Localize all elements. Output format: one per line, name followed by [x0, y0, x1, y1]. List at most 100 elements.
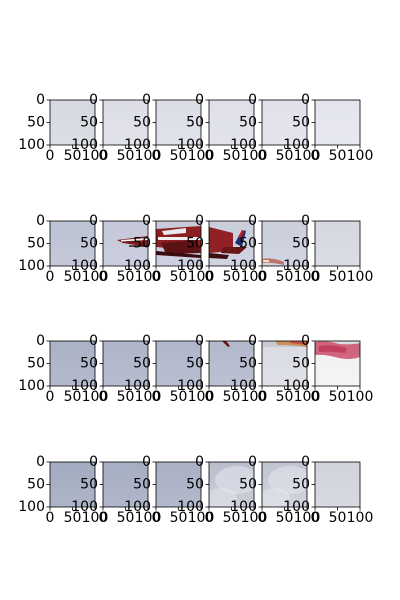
panel-image-fill: [156, 341, 201, 386]
panel-image-fill: [209, 100, 254, 145]
x-tick-label: 0: [205, 148, 214, 164]
y-tick-label: 100: [177, 378, 204, 394]
jet-rear-fuselage: [209, 227, 233, 253]
panel-image-sky: [315, 221, 360, 266]
panel-image-fill: [315, 100, 360, 145]
x-tick-label: 100: [294, 389, 321, 405]
y-tick-label: 0: [89, 454, 98, 470]
smoke-band-red: [290, 341, 307, 345]
y-tick-label: 50: [186, 356, 204, 372]
x-tick-label: 100: [135, 269, 162, 285]
jet-stripe: [121, 238, 148, 242]
x-tick-label: 100: [135, 510, 162, 526]
y-tick-label: 0: [142, 213, 151, 229]
panel-image-fill: [50, 341, 95, 386]
x-tick-label: 50: [276, 148, 294, 164]
x-tick-label: 100: [135, 389, 162, 405]
x-tick-label: 0: [205, 269, 214, 285]
panel-image-fill: [50, 221, 95, 266]
x-tick-label: 0: [205, 510, 214, 526]
panel-image-fill: [50, 100, 95, 145]
y-tick-label: 50: [186, 115, 204, 131]
y-tick-label: 0: [248, 333, 257, 349]
panel-image-cloud: [209, 462, 254, 507]
y-tick-label: 100: [18, 137, 45, 153]
panel-image-fill: [156, 100, 201, 145]
panel-image-sky: [103, 100, 148, 145]
panel-image-fill: [103, 341, 148, 386]
panel-image-sky: [103, 341, 148, 386]
x-tick-label: 0: [46, 389, 55, 405]
x-tick-label: 50: [329, 269, 347, 285]
panel-image-sky: [103, 462, 148, 507]
smoke-white: [262, 347, 307, 386]
y-tick-label: 100: [124, 258, 151, 274]
y-tick-label: 0: [36, 333, 45, 349]
x-tick-label: 0: [46, 148, 55, 164]
x-tick-label: 100: [82, 269, 109, 285]
y-tick-label: 0: [142, 92, 151, 108]
x-tick-label: 0: [311, 148, 320, 164]
x-tick-label: 50: [329, 389, 347, 405]
y-tick-label: 50: [133, 477, 151, 493]
panel-image-fill: [103, 462, 148, 507]
x-tick-label: 0: [99, 269, 108, 285]
y-tick-label: 0: [301, 92, 310, 108]
y-tick-label: 0: [301, 213, 310, 229]
x-tick-label: 100: [82, 148, 109, 164]
x-tick-label: 50: [223, 269, 241, 285]
panel-image-sky: [262, 100, 307, 145]
y-tick-label: 50: [27, 356, 45, 372]
x-tick-label: 50: [223, 510, 241, 526]
x-tick-label: 0: [311, 389, 320, 405]
panel-image-smoke-low: [262, 221, 307, 266]
x-tick-label: 0: [152, 269, 161, 285]
y-tick-label: 0: [89, 92, 98, 108]
x-tick-label: 0: [152, 510, 161, 526]
y-tick-label: 100: [283, 258, 310, 274]
panel-image-cloud: [262, 462, 307, 507]
jet-wing: [161, 240, 201, 254]
y-tick-label: 50: [239, 477, 257, 493]
x-tick-label: 50: [64, 510, 82, 526]
y-tick-label: 100: [283, 137, 310, 153]
x-tick-label: 100: [82, 510, 109, 526]
y-tick-label: 50: [292, 356, 310, 372]
cloud-puff: [215, 466, 254, 494]
x-tick-label: 50: [64, 389, 82, 405]
y-tick-label: 0: [248, 454, 257, 470]
x-tick-label: 100: [241, 148, 268, 164]
x-tick-label: 50: [223, 148, 241, 164]
y-tick-label: 100: [71, 258, 98, 274]
panel-image-fill: [103, 100, 148, 145]
y-tick-label: 100: [18, 499, 45, 515]
panel-image-fill: [315, 221, 360, 266]
x-tick-label: 100: [294, 148, 321, 164]
y-tick-label: 100: [177, 258, 204, 274]
x-tick-label: 100: [82, 389, 109, 405]
panel-image-fill: [209, 341, 254, 386]
x-tick-label: 50: [276, 389, 294, 405]
x-tick-label: 50: [329, 510, 347, 526]
x-tick-label: 100: [241, 510, 268, 526]
panel-image-sky: [156, 100, 201, 145]
y-tick-label: 100: [124, 137, 151, 153]
y-tick-label: 50: [186, 477, 204, 493]
y-tick-label: 100: [71, 378, 98, 394]
y-tick-label: 0: [301, 333, 310, 349]
panel-image-sky: [50, 100, 95, 145]
y-tick-label: 100: [18, 378, 45, 394]
